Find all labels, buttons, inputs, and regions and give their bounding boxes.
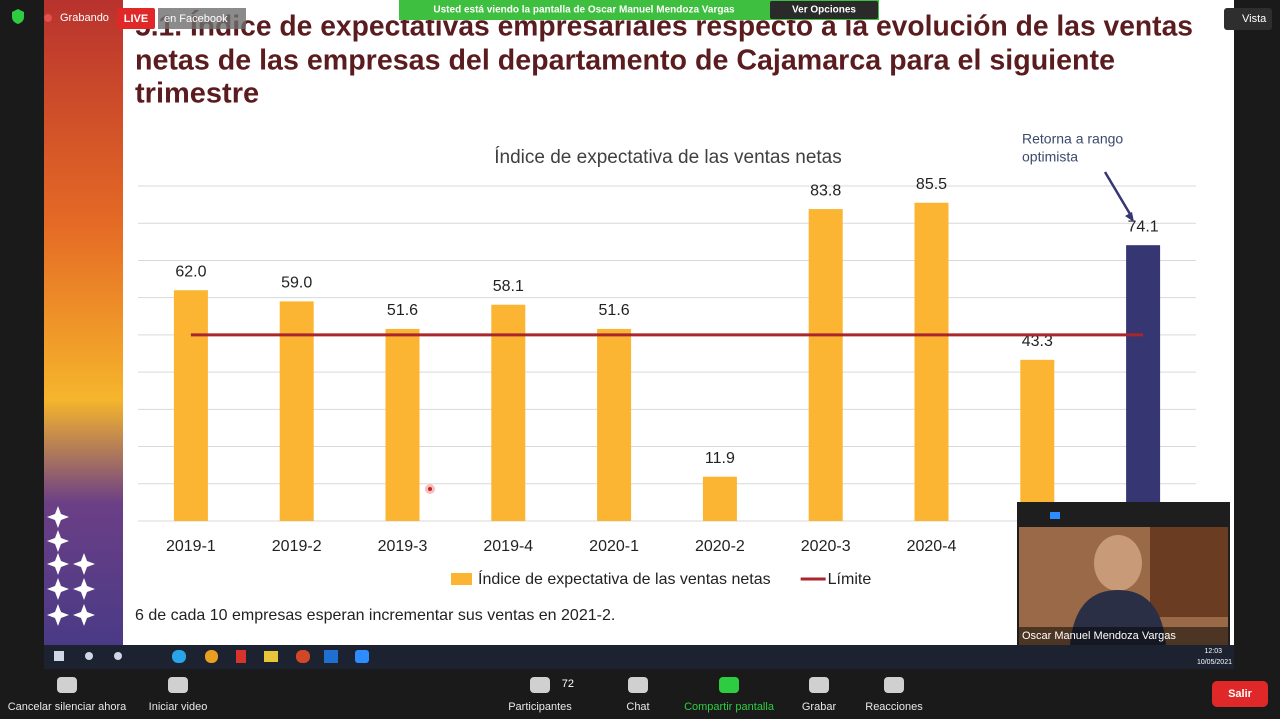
video-shelf (1150, 527, 1228, 617)
x-tick-label: 2019-2 (272, 538, 322, 555)
bar (702, 476, 737, 521)
x-tick-label: 2019-1 (166, 538, 216, 555)
chart: 62.0 59.0 51.6 58.1 51.6 11.9 83.8 85.5 43.3 74.1… (138, 176, 1196, 588)
data-label: 74.1 (1128, 218, 1159, 235)
toolbar-icon[interactable] (884, 677, 904, 693)
legend-swatch (451, 573, 472, 585)
leave-button[interactable] (1212, 681, 1268, 707)
bar (914, 202, 949, 521)
record-dot (44, 14, 52, 22)
toolbar-icon[interactable] (530, 677, 550, 693)
data-label: 11.9 (705, 450, 735, 467)
data-label: 83.8 (810, 182, 841, 199)
share-banner (399, 0, 879, 20)
data-label: 85.5 (916, 176, 947, 193)
data-label: 51.6 (599, 302, 630, 319)
leave-label[interactable]: Salir (1228, 688, 1253, 700)
bar (1020, 359, 1055, 521)
data-label: 51.6 (387, 302, 418, 319)
data-label: 43.3 (1022, 333, 1053, 350)
toolbar-label[interactable]: Participantes (508, 701, 572, 713)
bar (808, 209, 843, 522)
bar (279, 301, 314, 521)
view-options-label[interactable]: Ver Opciones (792, 5, 856, 16)
data-label: 58.1 (493, 278, 524, 295)
data-label: 59.0 (281, 275, 312, 292)
toolbar-label[interactable]: Cancelar silenciar ahora (8, 701, 127, 713)
x-tick-label: 2019-3 (378, 538, 428, 555)
bar (385, 328, 420, 521)
legend-label: Índice de expectativa de las ventas neta… (478, 569, 771, 588)
x-tick-label: 2020-2 (695, 538, 745, 555)
slide-decoration (44, 0, 123, 645)
toolbar-label[interactable]: Iniciar video (149, 701, 208, 713)
toolbar-label[interactable]: Compartir pantalla (684, 701, 775, 713)
facebook-label: en Facebook (164, 13, 228, 25)
toolbar-icon[interactable] (168, 677, 188, 693)
cursor-dot (428, 487, 432, 491)
toolbar-icon[interactable] (809, 677, 829, 693)
bar (597, 328, 632, 521)
clock: 12:03 (1204, 648, 1222, 655)
toolbar-label[interactable]: Reacciones (865, 701, 923, 713)
toolbar-icon[interactable] (719, 677, 739, 693)
live-label: LIVE (124, 13, 148, 25)
taskbar-icons (54, 650, 369, 663)
video-panel-icon[interactable] (1050, 512, 1060, 519)
toolbar-label[interactable]: Grabar (802, 701, 837, 713)
x-tick-label: 2020-1 (589, 538, 639, 555)
participants-count: 72 (562, 678, 574, 690)
taskbar (44, 645, 1234, 669)
annotation-arrow (1103, 171, 1132, 215)
x-tick-label: 2020-3 (801, 538, 851, 555)
bar (173, 290, 208, 521)
slide-title-line: trimestre (135, 78, 259, 110)
annotation: Retorna a rango (1022, 131, 1123, 147)
toolbar-icon[interactable] (628, 677, 648, 693)
legend-label: Límite (828, 571, 872, 588)
recording-label[interactable]: Grabando (60, 12, 109, 24)
footnote: 6 de cada 10 empresas esperan incrementa… (135, 607, 615, 624)
view-options-button[interactable] (770, 1, 878, 19)
security-icon[interactable] (12, 9, 24, 24)
slide-title-line: netas de las empresas del departamento d… (135, 45, 1115, 77)
x-tick-label: 2019-4 (483, 538, 533, 555)
video-face (1094, 535, 1142, 591)
bar (1126, 245, 1161, 521)
view-label[interactable]: Vista (1242, 13, 1267, 25)
toolbar-icon[interactable] (57, 677, 77, 693)
annotation: optimista (1022, 149, 1078, 165)
view-button[interactable] (1224, 8, 1272, 30)
toolbar-items: Cancelar silenciar ahora Iniciar video Par… (8, 677, 923, 713)
data-label: 62.0 (175, 263, 206, 280)
toolbar-label[interactable]: Chat (626, 701, 649, 713)
share-banner-text: Usted está viendo la pantalla de Oscar M… (433, 5, 735, 16)
stars (47, 506, 95, 626)
name-tag (1019, 627, 1228, 645)
date: 10/05/2021 (1197, 659, 1232, 666)
bar (491, 304, 526, 521)
annotation-arrowhead (1125, 212, 1134, 222)
live-badge (117, 8, 155, 29)
participant-name: Oscar Manuel Mendoza Vargas (1022, 630, 1176, 642)
facebook-badge (158, 8, 246, 29)
x-tick-label: 2020-4 (907, 538, 957, 555)
chart-title: Índice de expectativa de las ventas neta… (494, 147, 842, 168)
